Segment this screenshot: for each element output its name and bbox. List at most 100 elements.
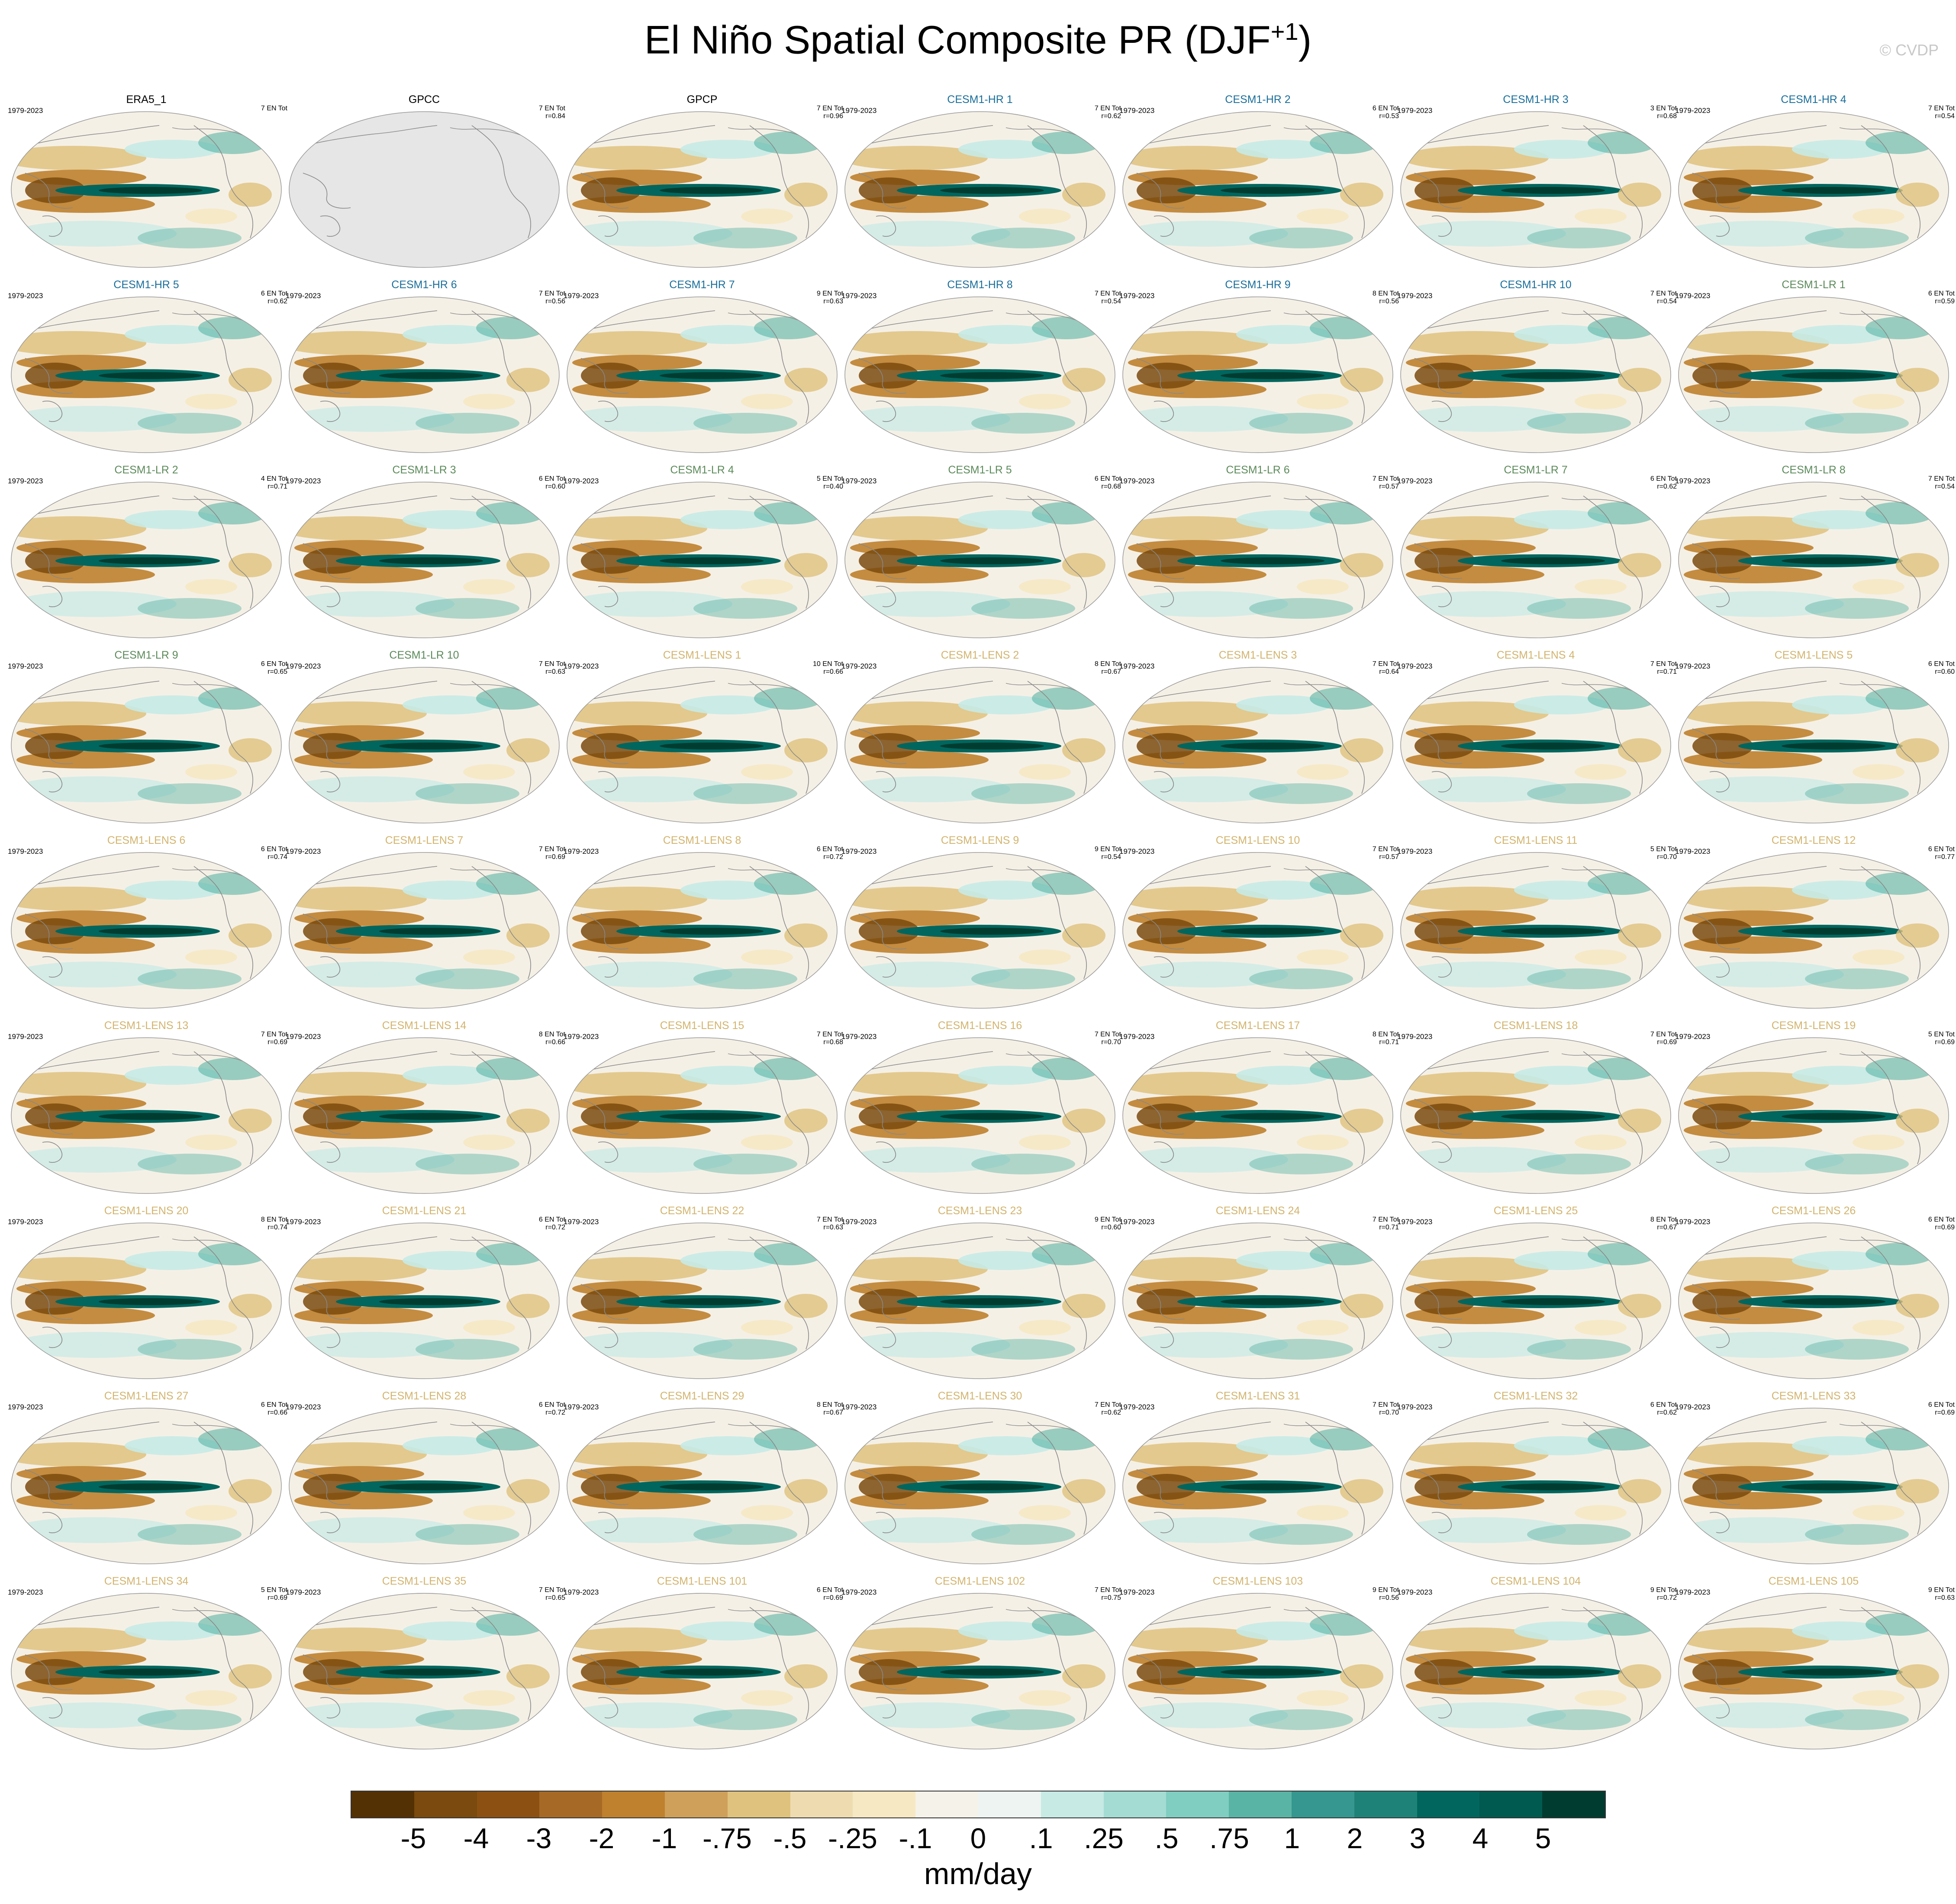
panel-event-count: 8 EN Tot [1372, 290, 1399, 297]
map-globe [289, 296, 560, 453]
map-globe [11, 1222, 282, 1379]
panel-event-count: 6 EN Tot [261, 846, 287, 853]
panel-correlation: r=0.70 [1657, 853, 1677, 861]
map-panel: CESM1-LENS 11 1979-2023 5 EN Tot r=0.70 [1397, 827, 1677, 1013]
panel-years: 1979-2023 [841, 847, 877, 856]
panel-correlation: r=0.54 [1935, 483, 1955, 490]
panel-years: 1979-2023 [841, 1218, 877, 1226]
map-panel: CESM1-HR 10 1979-2023 7 EN Tot r=0.54 [1397, 272, 1677, 457]
panel-correlation: r=0.54 [1101, 298, 1121, 305]
map-globe [567, 1593, 838, 1750]
panel-years: 1979-2023 [1675, 292, 1711, 300]
panel-event-count: 7 EN Tot [538, 846, 565, 853]
colorbar-segment [1103, 1791, 1167, 1817]
panel-event-count: 5 EN Tot [1928, 1031, 1955, 1038]
panel-event-count: 7 EN Tot [261, 105, 287, 112]
panel-correlation: r=0.67 [823, 1409, 843, 1416]
panel-title: CESM1-HR 1 [947, 93, 1013, 106]
colorbar-segment [1354, 1791, 1417, 1817]
map-globe [1678, 1408, 1949, 1564]
panel-years: 1979-2023 [8, 1588, 43, 1596]
panel-title: CESM1-LENS 14 [382, 1020, 467, 1032]
panel-title: CESM1-LENS 11 [1494, 834, 1578, 846]
colorbar-segment [539, 1791, 603, 1817]
panel-correlation: r=0.60 [1935, 668, 1955, 675]
panel-years: 1979-2023 [1397, 477, 1433, 485]
colorbar-tick-label: 5 [1535, 1822, 1551, 1854]
map-globe [11, 852, 282, 1009]
panel-correlation: r=0.71 [1379, 1224, 1399, 1231]
map-globe [1678, 1037, 1949, 1194]
map-globe [289, 1222, 560, 1379]
panel-title: CESM1-LR 5 [948, 464, 1012, 476]
panel-title: CESM1-LR 4 [670, 464, 734, 476]
panel-years: 1979-2023 [1397, 1403, 1433, 1411]
colorbar-tick-label: -5 [400, 1822, 426, 1854]
panel-correlation: r=0.40 [823, 483, 843, 490]
panel-event-count: 7 EN Tot [1094, 1401, 1121, 1409]
panel-event-count: 7 EN Tot [538, 1586, 565, 1594]
panel-event-count: 7 EN Tot [261, 1031, 287, 1038]
panel-event-count: 6 EN Tot [1928, 846, 1955, 853]
panel-years: 1979-2023 [286, 1403, 321, 1411]
map-panel: CESM1-LENS 19 1979-2023 5 EN Tot r=0.69 [1675, 1013, 1955, 1198]
panel-title: CESM1-LENS 3 [1218, 649, 1297, 661]
panel-years: 1979-2023 [8, 1403, 43, 1411]
colorbar-tick-label: 2 [1347, 1822, 1363, 1854]
map-panel: CESM1-LENS 18 1979-2023 7 EN Tot r=0.69 [1397, 1013, 1677, 1198]
map-panel: CESM1-LENS 25 1979-2023 8 EN Tot r=0.67 [1397, 1198, 1677, 1383]
panel-event-count: 7 EN Tot [538, 290, 565, 297]
panel-years: 1979-2023 [8, 1218, 43, 1226]
map-globe [844, 1222, 1115, 1379]
map-globe [11, 1037, 282, 1194]
panel-event-count: 7 EN Tot [1094, 1586, 1121, 1594]
map-panel: CESM1-LR 3 1979-2023 6 EN Tot r=0.60 [286, 457, 565, 642]
panel-correlation: r=0.62 [1101, 113, 1121, 120]
map-panel: CESM1-LENS 27 1979-2023 6 EN Tot r=0.66 [8, 1383, 287, 1568]
panel-event-count: 7 EN Tot [1094, 105, 1121, 112]
panel-event-count: 6 EN Tot [261, 660, 287, 668]
panel-event-count: 9 EN Tot [1094, 846, 1121, 853]
map-globe [289, 1037, 560, 1194]
panel-event-count: 7 EN Tot [1372, 660, 1399, 668]
map-globe [1400, 296, 1671, 453]
panel-years: 1979-2023 [8, 477, 43, 485]
panel-correlation: r=0.65 [267, 668, 287, 675]
map-panel: CESM1-LENS 30 1979-2023 7 EN Tot r=0.62 [841, 1383, 1121, 1568]
panel-event-count: 5 EN Tot [816, 475, 843, 482]
map-globe [289, 852, 560, 1009]
map-globe [11, 1408, 282, 1564]
map-globe [844, 1408, 1115, 1564]
map-globe [289, 1408, 560, 1564]
panel-correlation: r=0.74 [267, 853, 287, 861]
panel-correlation: r=0.56 [545, 298, 565, 305]
panel-years: 1979-2023 [841, 662, 877, 670]
map-panel: CESM1-LR 6 1979-2023 7 EN Tot r=0.57 [1119, 457, 1399, 642]
panel-correlation: r=0.56 [1379, 1594, 1399, 1602]
panel-years: 1979-2023 [1119, 477, 1155, 485]
panel-title: CESM1-LENS 9 [941, 834, 1019, 846]
map-globe [11, 482, 282, 638]
colorbar-segment [1479, 1791, 1543, 1817]
panel-years: 1979-2023 [8, 847, 43, 856]
panel-title: CESM1-LENS 102 [934, 1575, 1025, 1587]
colorbar-tick-label: 1 [1284, 1822, 1300, 1854]
panel-correlation: r=0.59 [1935, 298, 1955, 305]
panel-title: CESM1-LR 1 [1782, 279, 1846, 291]
panel-title: CESM1-HR 7 [669, 279, 735, 291]
map-globe [844, 667, 1115, 823]
panel-correlation: r=0.75 [1101, 1594, 1121, 1602]
panel-title: CESM1-HR 3 [1503, 93, 1569, 106]
map-panel: CESM1-LENS 6 1979-2023 6 EN Tot r=0.74 [8, 827, 287, 1013]
map-panel: CESM1-LENS 16 1979-2023 7 EN Tot r=0.70 [841, 1013, 1121, 1198]
map-panel: CESM1-LENS 102 1979-2023 7 EN Tot r=0.75 [841, 1568, 1121, 1753]
panel-correlation: r=0.72 [545, 1224, 565, 1231]
map-panel: CESM1-LENS 20 1979-2023 8 EN Tot r=0.74 [8, 1198, 287, 1383]
map-globe [844, 482, 1115, 638]
map-globe [1678, 111, 1949, 268]
map-panel: CESM1-LR 10 1979-2023 7 EN Tot r=0.63 [286, 642, 565, 827]
colorbar-segment [790, 1791, 853, 1817]
panel-title: CESM1-LENS 23 [938, 1205, 1022, 1217]
panel-event-count: 3 EN Tot [1650, 105, 1677, 112]
panel-event-count: 7 EN Tot [1650, 1031, 1677, 1038]
